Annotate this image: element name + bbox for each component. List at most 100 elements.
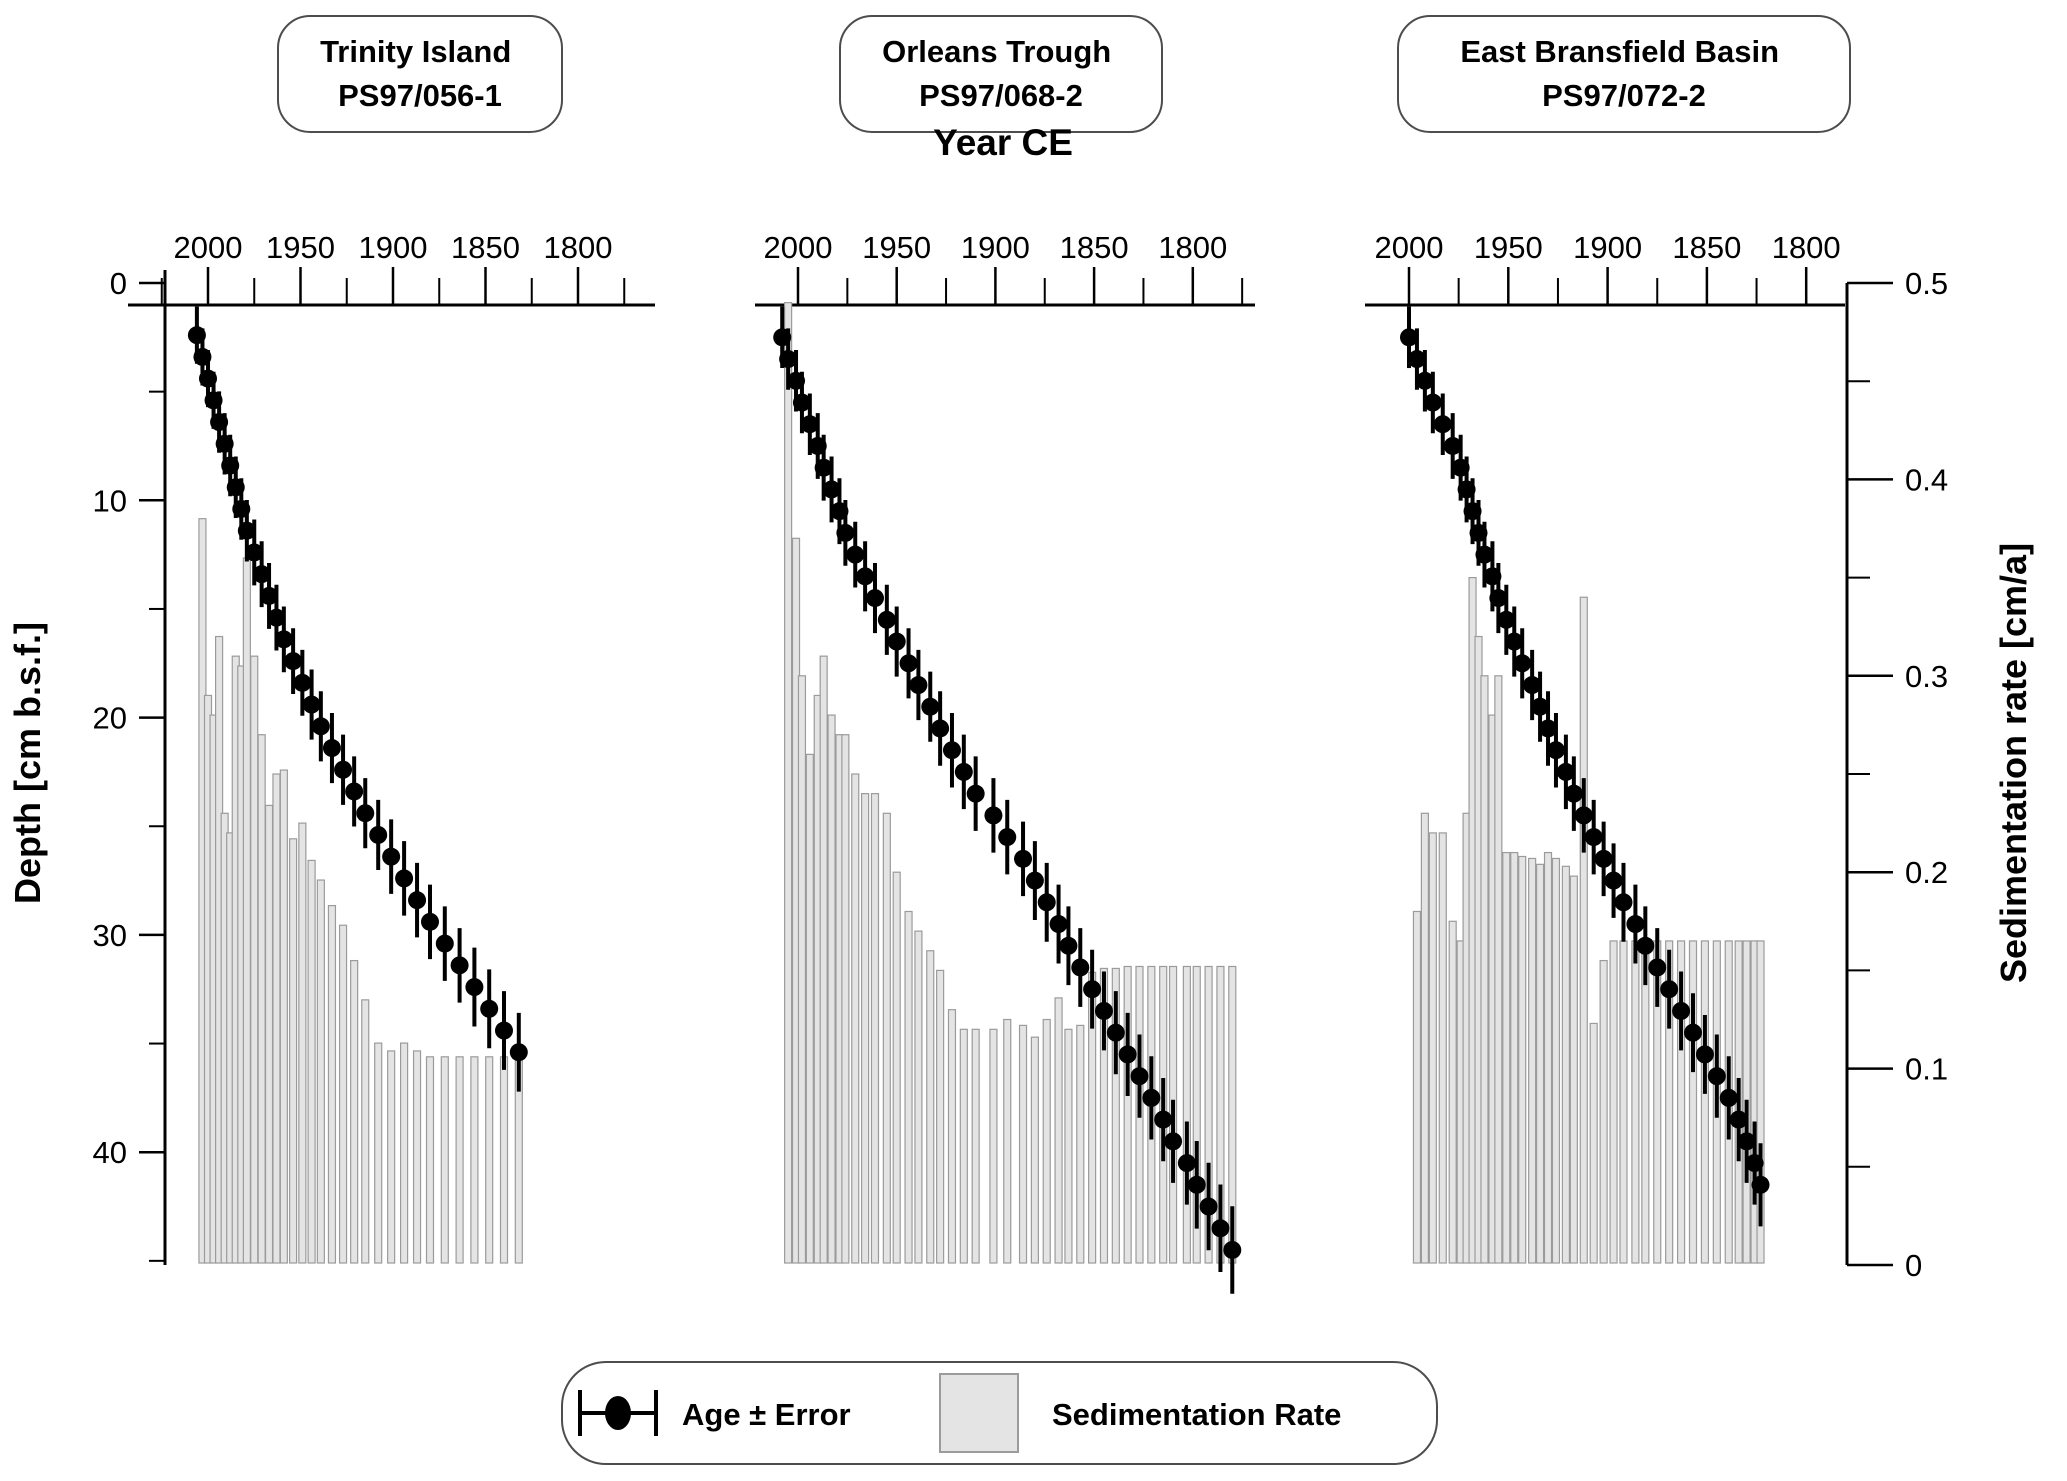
sed-rate-bar (1438, 832, 1447, 1264)
age-point (814, 458, 833, 477)
sed-rate-bar (1528, 857, 1537, 1264)
sed-rate-bar (485, 1056, 494, 1264)
sed-rate-bar (1111, 967, 1120, 1264)
sed-rate-bar (989, 1028, 998, 1264)
sed-rate-bar (851, 773, 860, 1264)
age-point (1199, 1197, 1218, 1216)
age-point (311, 717, 330, 736)
sed-rate-bar (882, 812, 891, 1264)
year-tick-label: 1850 (1672, 230, 1741, 265)
sed-rate-bar (250, 655, 259, 1264)
age-point (345, 782, 364, 801)
panel-title-line1: Trinity Island (320, 34, 511, 69)
age-point (1531, 697, 1550, 716)
sed-rate-bar (257, 734, 266, 1264)
age-point (204, 391, 223, 410)
age-point (899, 654, 918, 673)
panel-title-trinity-island: Trinity Island PS97/056-1 (277, 15, 563, 133)
age-point (226, 478, 245, 497)
age-point (1483, 567, 1502, 586)
panel-trinity-island: 2000 1950 1900 1850 1800 (128, 230, 655, 1264)
age-point (984, 806, 1003, 825)
year-axis: 2000 1950 1900 1850 1800 (128, 230, 655, 307)
age-point (302, 695, 321, 714)
age-point (1729, 1110, 1748, 1129)
age-point (1523, 676, 1542, 695)
age-point (1443, 436, 1462, 455)
sed-rate-bar (455, 1056, 464, 1264)
age-point (877, 610, 896, 629)
age-point (1130, 1067, 1149, 1086)
age-point (1025, 871, 1044, 890)
year-axis: 2000 1950 1900 1850 1800 (1365, 230, 1845, 307)
age-point (1546, 741, 1565, 760)
rate-tick-label: 0.3 (1905, 659, 1948, 694)
year-tick-label: 2000 (174, 230, 243, 265)
generated-marks: 0 10 20 30 40 0.5 0.4 0.3 0.2 0.1 0 2000 1950 1900 185… (93, 230, 1948, 1294)
age-point (293, 673, 312, 692)
sed-rate-bar (971, 1028, 980, 1264)
sed-rate-bar (440, 1056, 449, 1264)
year-tick-label: 2000 (1375, 230, 1444, 265)
sed-rate-bar (387, 1050, 396, 1264)
age-point (1106, 1023, 1125, 1042)
age-point (1177, 1154, 1196, 1173)
sed-rate-bar (892, 871, 901, 1264)
age-point (1614, 893, 1633, 912)
sed-rate-bar (797, 675, 807, 1264)
age-point (1594, 849, 1613, 868)
age-point (1071, 958, 1090, 977)
sed-rate-bar (374, 1042, 383, 1264)
title-box (839, 15, 1163, 133)
age-point (1037, 893, 1056, 912)
sed-rate-bar (1561, 865, 1570, 1264)
age-point (1539, 719, 1558, 738)
age-point (1211, 1219, 1230, 1238)
year-tick-label: 1800 (544, 230, 613, 265)
age-point (909, 676, 928, 695)
age-point (787, 371, 806, 390)
year-tick-label: 1900 (359, 230, 428, 265)
age-point (1457, 480, 1476, 499)
depth-axis: 0 10 20 30 40 (93, 266, 167, 1265)
panel-title-line2: PS97/056-1 (338, 78, 502, 113)
age-point (966, 784, 985, 803)
age-point (1683, 1023, 1702, 1042)
age-point (1463, 502, 1482, 521)
age-point (1497, 610, 1516, 629)
age-point (1415, 371, 1434, 390)
rate-tick-label: 0.5 (1905, 266, 1948, 301)
year-tick-label: 1950 (266, 230, 335, 265)
sed-rate-bar (361, 999, 370, 1264)
sed-rate-swatch-icon (939, 1373, 1019, 1453)
sed-rate-bar (1579, 596, 1588, 1264)
legend: Age ± Error Sedimentation Rate (561, 1361, 1438, 1465)
age-point (252, 565, 271, 584)
age-point (1433, 415, 1452, 434)
legend-age-label: Age ± Error (682, 1397, 851, 1432)
age-point (435, 934, 454, 953)
sed-rate-bars (198, 518, 523, 1264)
sed-rate-bar (819, 655, 828, 1264)
age-point (232, 499, 251, 518)
age-points (1400, 328, 1770, 1194)
year-tick-label: 2000 (764, 230, 833, 265)
age-point (1423, 393, 1442, 412)
sed-rate-bar (870, 793, 880, 1264)
sed-rate-bar (1182, 965, 1191, 1264)
title-box (277, 15, 563, 133)
age-point (779, 350, 798, 369)
sed-rate-bars (1412, 576, 1765, 1264)
sed-rate-bar (298, 822, 307, 1264)
age-point (322, 739, 341, 758)
age-point (1400, 328, 1418, 347)
age-point (1604, 871, 1623, 890)
age-point (1719, 1088, 1738, 1107)
age-point (1187, 1175, 1206, 1194)
sed-rate-bar (1609, 940, 1618, 1264)
age-point (1014, 849, 1033, 868)
age-point (215, 434, 234, 453)
depth-axis-title: Depth [cm b.s.f.] (7, 622, 48, 904)
age-point (193, 347, 212, 366)
